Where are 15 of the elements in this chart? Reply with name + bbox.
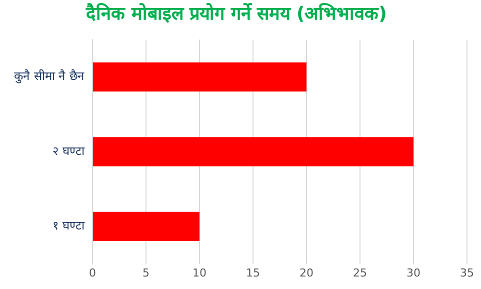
- bar: [92, 212, 200, 242]
- y-tick-label: १ घण्टा: [52, 218, 86, 233]
- bar: [92, 62, 306, 92]
- x-tick-label: 20: [299, 266, 314, 280]
- x-tick-label: 0: [88, 266, 96, 280]
- x-tick-label: 30: [406, 266, 420, 280]
- bar: [92, 137, 414, 166]
- x-tick-label: 10: [192, 266, 206, 280]
- x-tick-label: 35: [460, 266, 474, 280]
- x-tick-label: 15: [246, 266, 260, 280]
- y-tick-label: कुनै सीमा नै छैन: [14, 69, 84, 84]
- x-tick-label: 25: [352, 266, 367, 280]
- chart-title: दैनिक मोबाइल प्रयोग गर्ने समय (अभिभावक): [85, 2, 387, 24]
- y-tick-label: २ घण्टा: [52, 144, 86, 158]
- x-tick-label: 5: [142, 266, 150, 280]
